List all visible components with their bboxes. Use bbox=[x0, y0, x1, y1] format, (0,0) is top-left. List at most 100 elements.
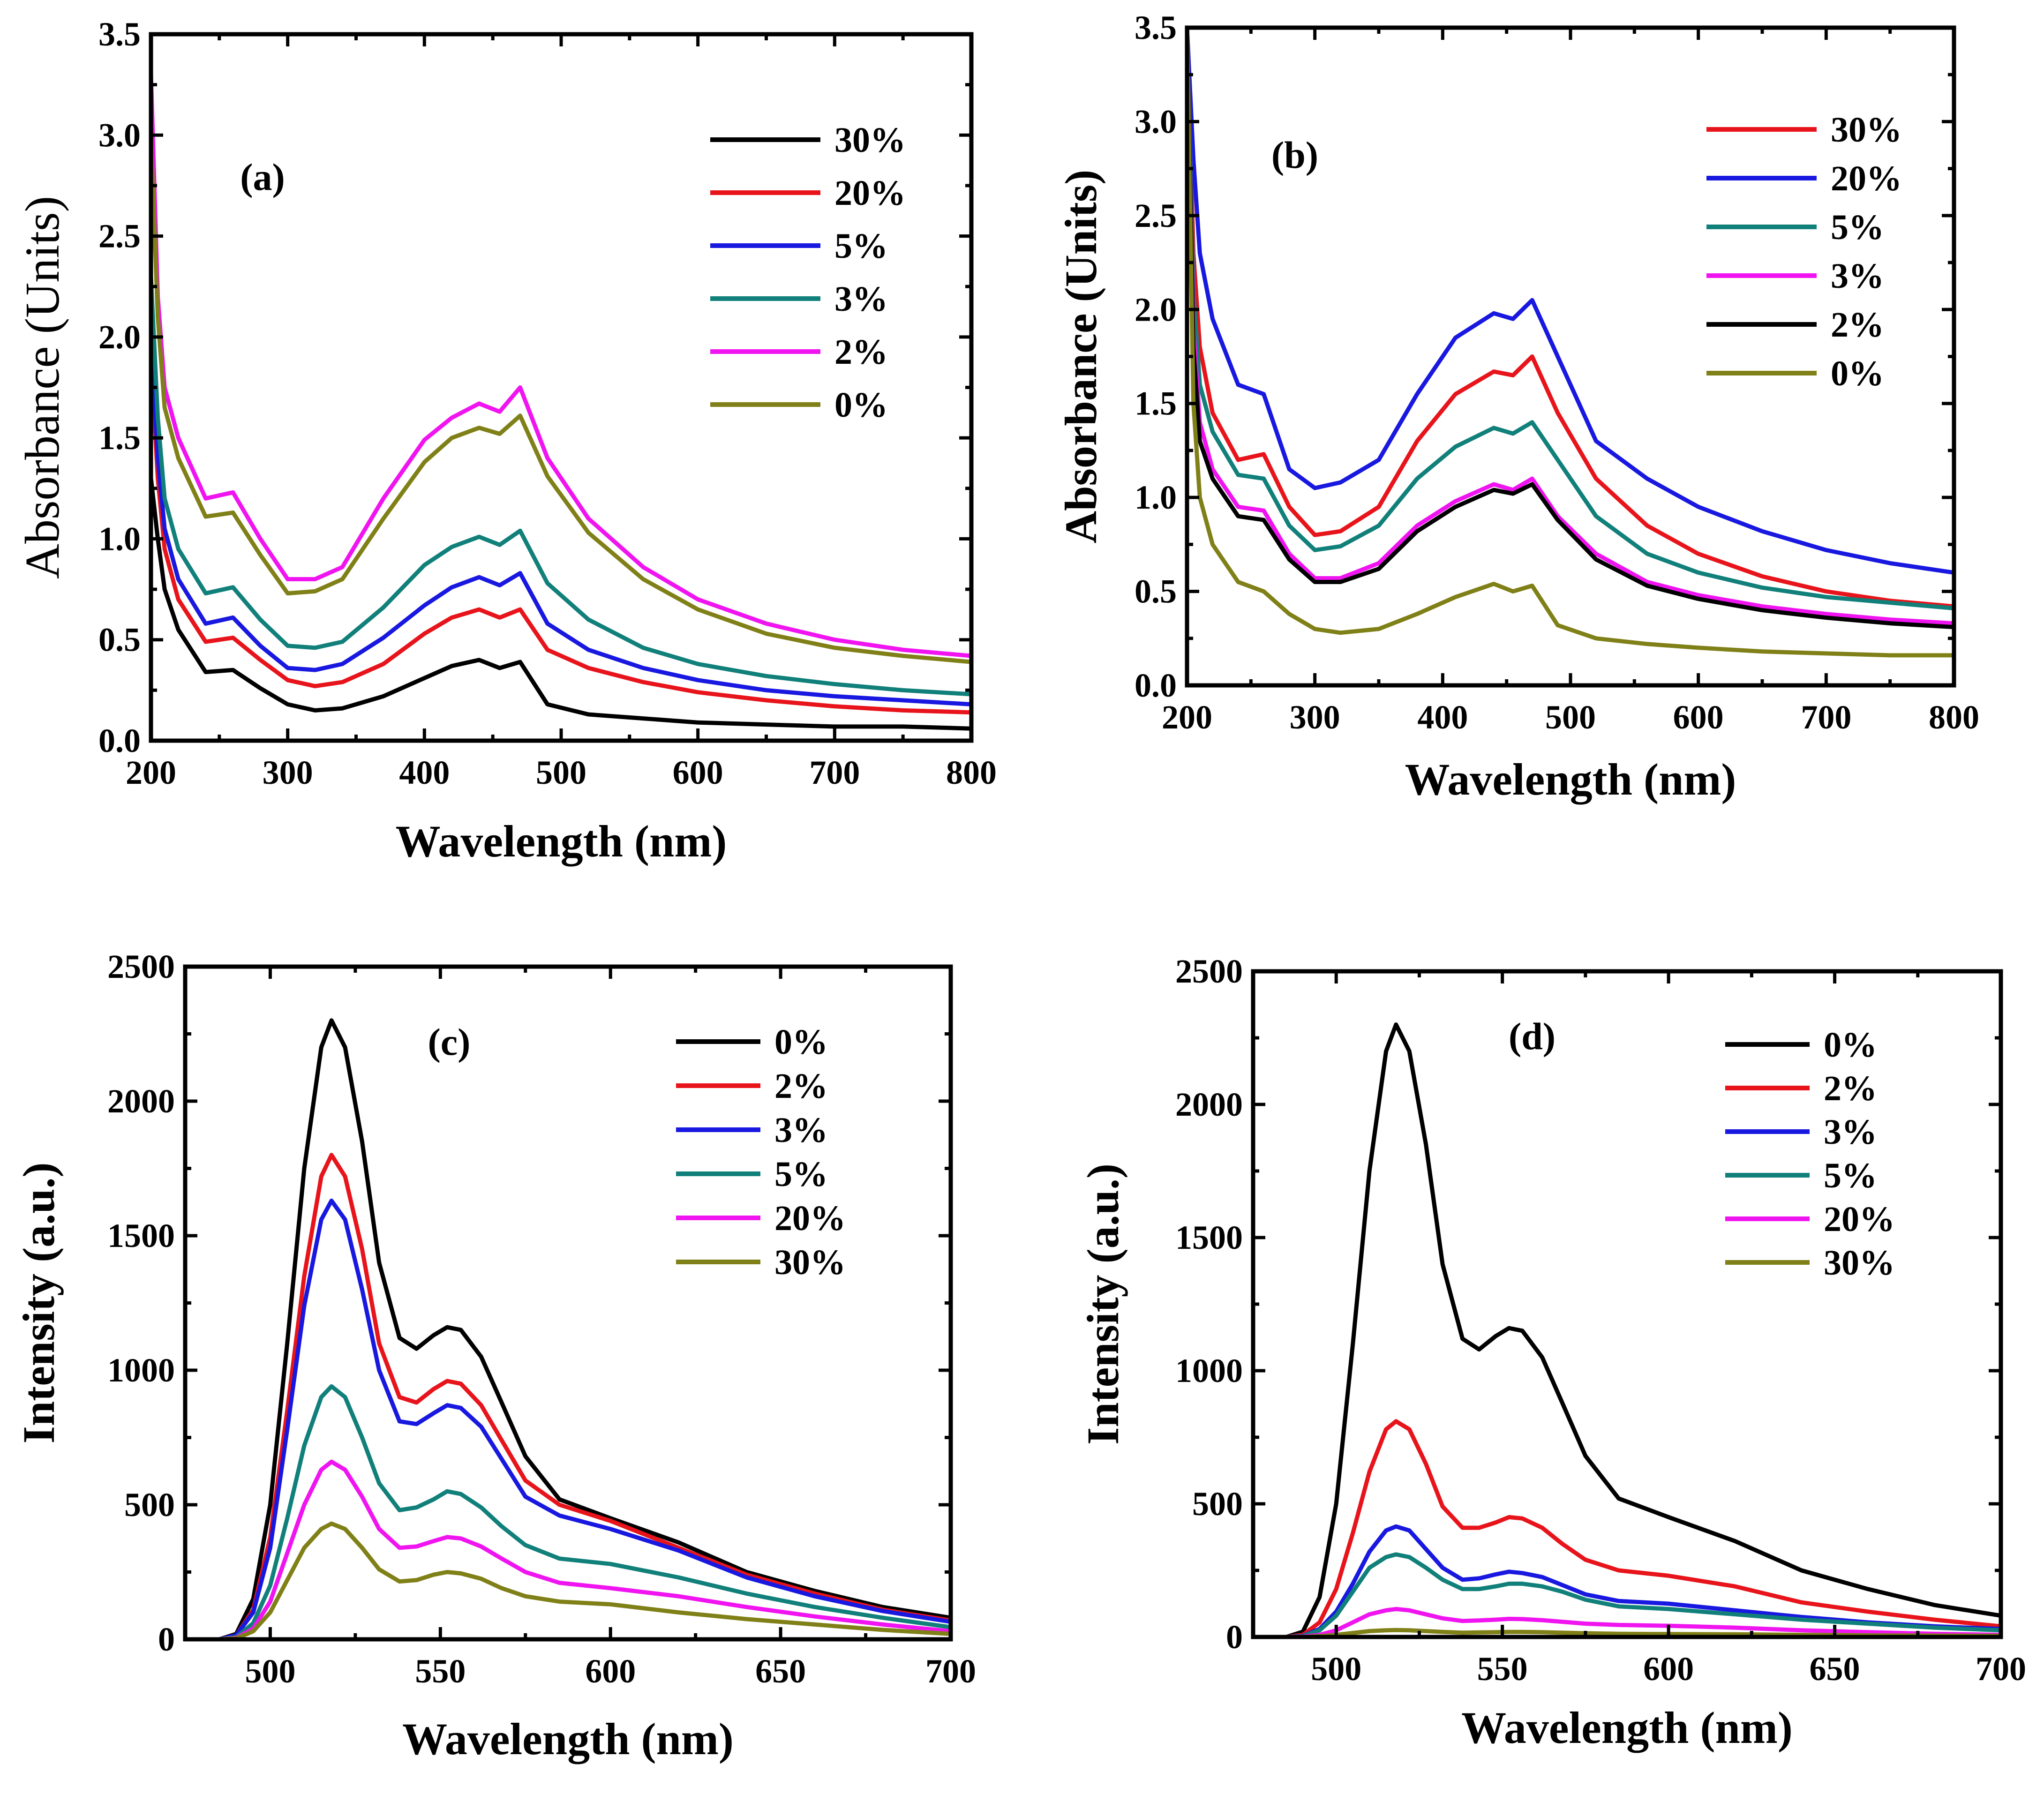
legend-label: 5% bbox=[1831, 208, 1884, 247]
series-line-5% bbox=[1267, 1552, 2001, 1637]
legend-label: 30% bbox=[834, 120, 906, 160]
y-tick-label: 1500 bbox=[1175, 1219, 1243, 1256]
legend-label: 20% bbox=[1831, 159, 1902, 198]
x-tick-label: 500 bbox=[536, 754, 586, 791]
series-line-30% bbox=[200, 1521, 951, 1639]
legend-label: 20% bbox=[774, 1199, 846, 1238]
x-tick-label: 650 bbox=[755, 1652, 806, 1690]
series-line-3% bbox=[1187, 28, 1954, 626]
y-axis-title: Intensity (a.u.) bbox=[14, 1162, 64, 1443]
panel-label: (d) bbox=[1509, 1015, 1556, 1058]
series-line-20% bbox=[1267, 1606, 2001, 1637]
y-tick-label: 0.0 bbox=[98, 722, 141, 759]
legend-label: 30% bbox=[1824, 1243, 1895, 1283]
panel-label: (a) bbox=[240, 156, 285, 198]
legend-label: 20% bbox=[1824, 1200, 1895, 1239]
x-axis-title: Wavelength (nm) bbox=[1405, 754, 1736, 804]
y-tick-label: 3.0 bbox=[1135, 103, 1177, 140]
legend: 30% 20% 5% 3% 2% 0% bbox=[1706, 110, 1902, 393]
x-tick-label: 500 bbox=[1311, 1650, 1361, 1688]
series-group bbox=[151, 72, 971, 731]
series-line-20% bbox=[1187, 28, 1954, 575]
y-axis-title: Absorbance (Units) bbox=[1056, 170, 1106, 543]
series-line-0% bbox=[200, 1018, 951, 1639]
y-tick-label: 0.5 bbox=[1135, 573, 1177, 610]
y-tick-label: 2.0 bbox=[1135, 291, 1177, 328]
x-tick-label: 500 bbox=[245, 1652, 295, 1690]
x-tick-label: 500 bbox=[1545, 698, 1596, 736]
series-line-30% bbox=[1187, 28, 1954, 609]
legend-label: 20% bbox=[834, 173, 906, 213]
legend-label: 0% bbox=[1831, 354, 1884, 393]
x-tick-label: 300 bbox=[1290, 698, 1340, 736]
y-tick-label: 1.5 bbox=[98, 419, 141, 457]
y-tick-label: 3.5 bbox=[1135, 9, 1177, 46]
series-line-2% bbox=[151, 72, 971, 658]
series-line-2% bbox=[1267, 1419, 2001, 1637]
legend: 0%2%3%5%20%30% bbox=[1725, 1025, 1895, 1283]
x-tick-label: 800 bbox=[946, 754, 997, 791]
plot-frame bbox=[1251, 969, 2003, 1639]
panel-label: (b) bbox=[1271, 134, 1318, 176]
series-group bbox=[1267, 1022, 2001, 1637]
legend-label: 3% bbox=[1831, 256, 1884, 296]
y-tick-label: 1500 bbox=[107, 1217, 175, 1254]
series-line-2% bbox=[1187, 28, 1954, 630]
x-tick-label: 700 bbox=[809, 754, 860, 791]
y-tick-label: 2500 bbox=[1175, 953, 1243, 990]
y-tick-label: 2000 bbox=[1175, 1086, 1243, 1123]
y-tick-label: 1000 bbox=[1175, 1352, 1243, 1389]
legend-label: 0% bbox=[834, 385, 888, 425]
y-tick-label: 0 bbox=[1226, 1618, 1243, 1656]
y-axis-title: Intensity (a.u.) bbox=[1078, 1163, 1128, 1445]
y-tick-label: 2.5 bbox=[1135, 197, 1177, 234]
x-tick-label: 600 bbox=[1643, 1650, 1694, 1688]
legend: 30% 20% 5% 3% 2% 0% bbox=[710, 120, 906, 425]
x-axis-title: Wavelength (nm) bbox=[396, 816, 727, 866]
legend-label: 3% bbox=[834, 279, 888, 319]
chart-panel-a: 200 300 400 500 600 700 800 0.0 0.5 1.0 1.5 2.0 2.5 3… bbox=[15, 15, 997, 866]
series-line-3% bbox=[200, 1198, 951, 1639]
x-tick-label: 800 bbox=[1929, 698, 1979, 736]
series-line-5% bbox=[151, 335, 971, 706]
y-tick-label: 0.0 bbox=[1135, 667, 1177, 704]
y-tick-label: 3.0 bbox=[98, 116, 141, 154]
y-tick-label: 1000 bbox=[107, 1351, 175, 1389]
y-tick-label: 1.5 bbox=[1135, 385, 1177, 422]
series-line-5% bbox=[1187, 28, 1954, 611]
series-group bbox=[200, 1018, 951, 1639]
legend: 0%2%3%5%20%30% bbox=[676, 1022, 846, 1282]
y-tick-label: 0 bbox=[158, 1621, 175, 1658]
legend-label: 3% bbox=[1824, 1112, 1877, 1152]
series-line-3% bbox=[1267, 1524, 2001, 1637]
series-line-3% bbox=[151, 274, 971, 697]
series-line-30% bbox=[1267, 1628, 2001, 1637]
chart-panel-b: 200 300 400 500 600 700 800 0.0 0.5 1.0 1.5 2.0 2.5 3… bbox=[1056, 9, 1979, 804]
legend-label: 0% bbox=[774, 1022, 828, 1062]
legend-label: 5% bbox=[1824, 1156, 1877, 1195]
legend-label: 2% bbox=[834, 332, 888, 372]
x-tick-label: 300 bbox=[263, 754, 313, 791]
x-tick-label: 650 bbox=[1810, 1650, 1860, 1688]
y-tick-label: 2.0 bbox=[98, 318, 141, 356]
series-line-30% bbox=[151, 476, 971, 731]
chart-panel-d: 500 550 600 650 700 0 500 1000 1500 2000 2500 Wavel… bbox=[1078, 953, 2026, 1753]
series-line-20% bbox=[151, 355, 971, 715]
x-tick-label: 600 bbox=[1673, 698, 1724, 736]
legend-label: 2% bbox=[774, 1066, 828, 1106]
x-tick-label: 700 bbox=[1976, 1650, 2026, 1688]
legend-label: 30% bbox=[774, 1243, 846, 1282]
series-line-5% bbox=[200, 1384, 951, 1639]
y-tick-label: 2500 bbox=[107, 948, 175, 985]
legend-label: 3% bbox=[774, 1111, 828, 1150]
x-tick-label: 700 bbox=[925, 1652, 976, 1690]
y-tick-label: 3.5 bbox=[98, 15, 141, 53]
x-tick-label: 600 bbox=[585, 1652, 636, 1690]
series-line-0% bbox=[1267, 1022, 2001, 1637]
legend-label: 5% bbox=[834, 226, 888, 266]
chart-panel-c: 500 550 600 650 700 0 500 1000 1500 2000 2500 Wavel… bbox=[14, 948, 976, 1764]
legend-label: 2% bbox=[1831, 305, 1884, 345]
x-axis-title: Wavelength (nm) bbox=[402, 1714, 734, 1764]
panel-label: (c) bbox=[428, 1021, 470, 1063]
